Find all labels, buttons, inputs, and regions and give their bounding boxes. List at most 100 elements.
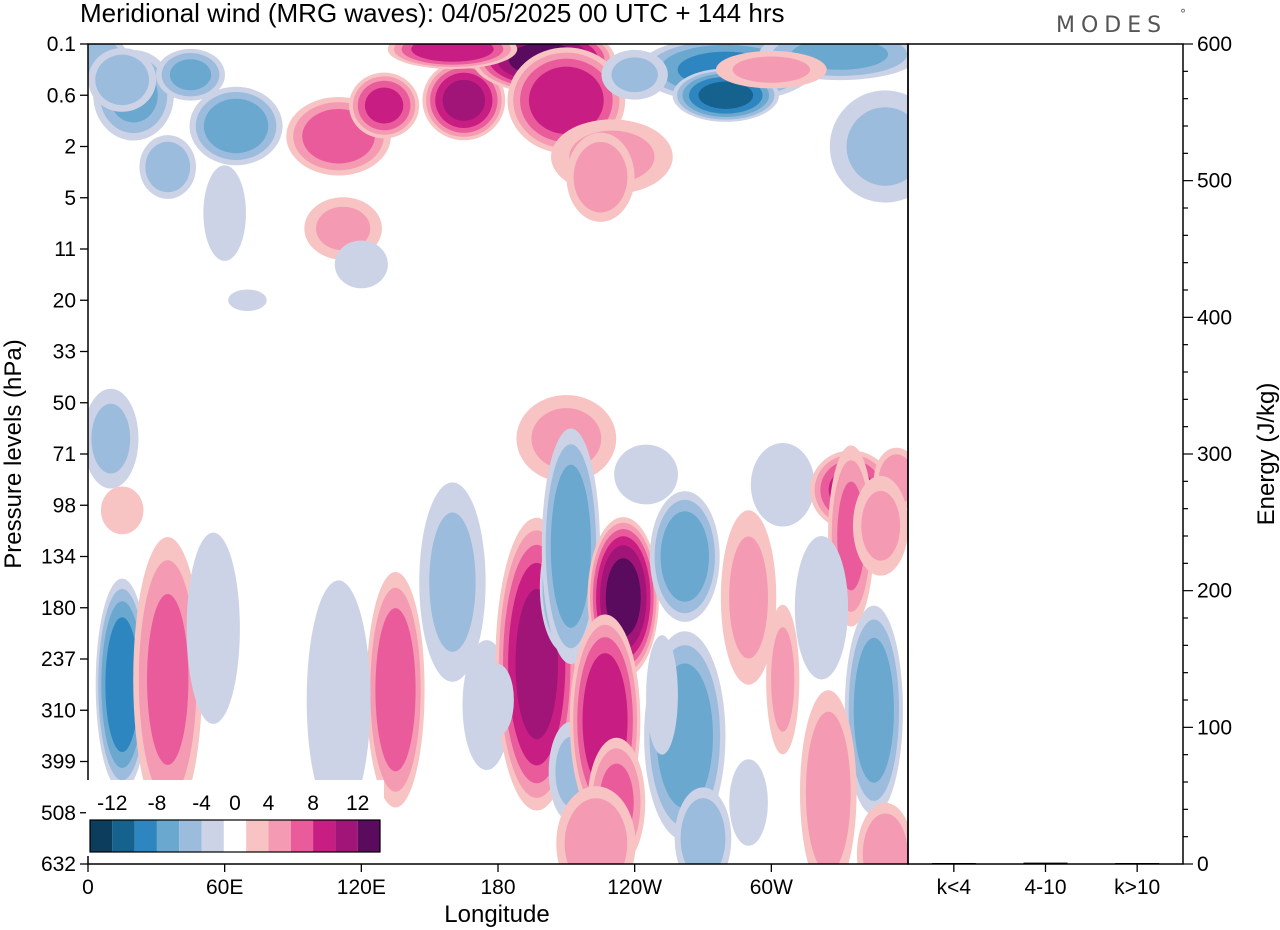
energy-bar bbox=[1023, 862, 1068, 864]
negative-wind-contour bbox=[611, 57, 658, 93]
colorbar-swatch bbox=[268, 820, 291, 852]
negative-wind-contour bbox=[91, 403, 131, 474]
x-tick-label: 0 bbox=[82, 876, 94, 899]
negative-wind-contour bbox=[729, 759, 768, 846]
y-tick-label: 50 bbox=[53, 392, 76, 415]
colorbar-swatch bbox=[290, 820, 314, 852]
colorbar-swatch bbox=[357, 820, 380, 852]
colorbar-label: 0 bbox=[229, 792, 241, 815]
colorbar-label: 8 bbox=[307, 792, 319, 815]
y-tick-label: 508 bbox=[41, 802, 76, 825]
negative-wind-contour bbox=[429, 512, 476, 652]
negative-wind-contour bbox=[550, 464, 591, 628]
colorbar-swatch bbox=[179, 820, 202, 852]
energy-tick-label: 200 bbox=[1197, 580, 1232, 603]
y-tick-label: 399 bbox=[41, 751, 76, 774]
x-tick-label: 120E bbox=[337, 876, 386, 899]
positive-wind-contour bbox=[862, 813, 908, 864]
negative-wind-contour bbox=[646, 635, 678, 755]
y-tick-label: 33 bbox=[53, 341, 76, 364]
y-tick-label: 310 bbox=[41, 699, 76, 722]
y-axis-label: Pressure levels (hPa) bbox=[0, 339, 27, 568]
colorbar-frame bbox=[89, 819, 381, 853]
colorbar: -12 -8 -4 0 4 8 12 bbox=[86, 780, 384, 856]
y-tick-label: 632 bbox=[41, 853, 76, 876]
positive-wind-contour bbox=[771, 627, 795, 732]
colorbar-swatch bbox=[246, 820, 269, 852]
negative-wind-contour bbox=[169, 59, 212, 91]
energy-category-label: k>10 bbox=[1114, 876, 1160, 899]
x-tick-label: 60W bbox=[750, 876, 793, 899]
y-tick-label: 0.1 bbox=[47, 33, 76, 56]
y-tick-label: 0.6 bbox=[47, 84, 76, 107]
positive-wind-contour bbox=[364, 87, 404, 124]
negative-wind-contour bbox=[203, 98, 269, 154]
x-tick-label: 180 bbox=[480, 876, 515, 899]
y-tick-label: 71 bbox=[53, 443, 76, 466]
negative-wind-contour bbox=[203, 165, 246, 261]
negative-wind-contour bbox=[228, 289, 267, 312]
y-tick-label: 134 bbox=[41, 546, 76, 569]
energy-bar bbox=[1115, 863, 1160, 864]
y-tick-label: 20 bbox=[53, 289, 76, 312]
energy-tick-label: 100 bbox=[1197, 716, 1232, 739]
positive-wind-contour bbox=[564, 798, 628, 864]
positive-wind-contour bbox=[442, 79, 486, 121]
positive-wind-contour bbox=[573, 142, 628, 213]
positive-wind-contour bbox=[729, 536, 768, 659]
colorbar-label: -4 bbox=[192, 792, 211, 815]
energy-plot-frame bbox=[907, 43, 1184, 865]
negative-wind-contour bbox=[186, 532, 240, 724]
colorbar-swatch bbox=[90, 820, 113, 852]
negative-wind-contour bbox=[306, 580, 371, 820]
negative-wind-contour bbox=[482, 664, 514, 736]
positive-wind-contour bbox=[100, 486, 144, 535]
y-tick-label: 5 bbox=[64, 187, 76, 210]
positive-wind-contour bbox=[861, 490, 901, 561]
pressure-axis: 0.1 0.6 2 5 11 20 33 50 71 98 134 180 237 310 399 508 63… bbox=[41, 33, 88, 876]
positive-wind-contour bbox=[316, 206, 371, 251]
longitude-axis: 0 60E 120E 180 120W 60W bbox=[82, 864, 793, 899]
colorbar-swatch bbox=[156, 820, 180, 852]
energy-axis-label: Energy (J/kg) bbox=[1253, 383, 1280, 526]
energy-tick-label: 400 bbox=[1197, 306, 1232, 329]
colorbar-swatch bbox=[313, 820, 336, 852]
energy-bars: k<4 4-10 k>10 bbox=[931, 862, 1160, 899]
negative-wind-contour bbox=[614, 444, 678, 505]
positive-wind-contour bbox=[805, 711, 851, 864]
negative-wind-contour bbox=[660, 511, 709, 602]
negative-wind-contour bbox=[145, 141, 191, 193]
colorbar-swatch bbox=[223, 820, 247, 852]
negative-wind-contour bbox=[698, 81, 754, 109]
positive-wind-contour bbox=[375, 608, 416, 772]
negative-wind-contour bbox=[853, 637, 894, 783]
energy-tick-label: 300 bbox=[1197, 443, 1232, 466]
energy-category-label: k<4 bbox=[937, 876, 972, 899]
positive-wind-contour bbox=[147, 594, 189, 765]
positive-wind-contour bbox=[605, 558, 641, 637]
negative-wind-contour bbox=[846, 107, 908, 186]
energy-bar bbox=[931, 863, 976, 864]
y-tick-label: 180 bbox=[41, 597, 76, 620]
colorbar-swatch bbox=[134, 820, 157, 852]
negative-wind-contour bbox=[95, 54, 150, 106]
colorbar-label: 4 bbox=[263, 792, 275, 815]
energy-tick-label: 0 bbox=[1197, 853, 1209, 876]
x-axis-label: Longitude bbox=[444, 901, 549, 928]
y-tick-label: 11 bbox=[54, 238, 76, 261]
colorbar-label: -12 bbox=[97, 792, 127, 815]
negative-wind-contour bbox=[794, 536, 849, 680]
colorbar-label: 12 bbox=[346, 792, 369, 815]
y-tick-label: 98 bbox=[53, 494, 76, 517]
brand-mark: ° bbox=[1180, 7, 1186, 21]
y-tick-label: 237 bbox=[41, 648, 76, 671]
colorbar-swatch bbox=[201, 820, 224, 852]
positive-wind-contour bbox=[528, 66, 604, 135]
wind-field bbox=[88, 44, 908, 864]
colorbar-swatch bbox=[112, 820, 135, 852]
colorbar-label: -8 bbox=[148, 792, 167, 815]
negative-wind-contour bbox=[750, 442, 815, 527]
chart-title: Meridional wind (MRG waves): 04/05/2025 … bbox=[80, 0, 785, 28]
x-tick-label: 60E bbox=[206, 876, 243, 899]
